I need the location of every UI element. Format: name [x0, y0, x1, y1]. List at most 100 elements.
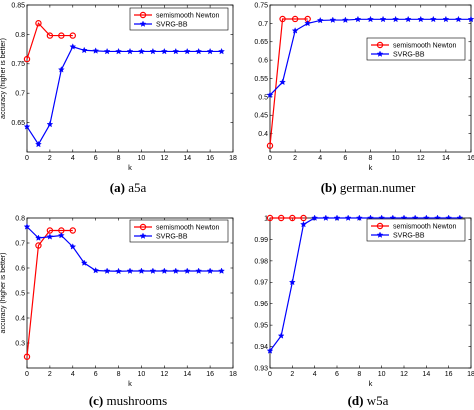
panel-a-xtick-label: 10: [138, 155, 146, 162]
panel-a: 0 2 4 6 8 10 12 14 16 18 0.65 0.7 0.75 0.8 0.85 k accura…: [0, 2, 237, 172]
panel-a-series-svrg-bb-point: [80, 46, 88, 54]
panel-d-series-semismooth-newton-point: [266, 214, 274, 222]
caption-c-name: mushrooms: [106, 393, 168, 408]
panel-b-xtick-label: 2: [293, 155, 297, 162]
panel-a-xtick-label: 6: [94, 155, 98, 162]
panel-d-series-svrg-bb-point: [355, 214, 363, 221]
panel-b-series-svrg-bb-point: [429, 15, 437, 23]
panel-c-legend-entry-svrg-bb-label: SVRG-BB: [156, 234, 188, 241]
panel-c-series-semismooth-newton-line: [26, 229, 73, 357]
panel-c-series-svrg-bb-point: [126, 267, 134, 274]
panel-a-series-semismooth-newton-point: [46, 32, 54, 39]
panel-a-series-semismooth-newton-point: [69, 32, 76, 39]
panel-b-series-svrg-bb-point: [329, 16, 337, 23]
panel-b-series-svrg-bb-point: [354, 15, 362, 23]
panel-d-xtick-label: 14: [422, 371, 430, 378]
panel-c-xtick-label: 4: [71, 371, 75, 378]
panel-c-xtick-label: 8: [117, 371, 121, 378]
panel-b-xtick-label: 12: [417, 155, 425, 162]
panel-d-series-svrg-bb-point: [322, 214, 330, 221]
caption-d-tag: (d): [347, 393, 364, 408]
panel-c-xtick-label: 16: [206, 371, 214, 378]
panel-c-xtick-label: 12: [160, 371, 168, 378]
panel-a-series-semismooth-newton-point: [35, 20, 42, 27]
panel-a-xtick-label: 12: [160, 155, 168, 162]
caption-a-tag: (a): [109, 180, 125, 195]
panel-c-legend-entry-semismooth-newton-marker: [139, 223, 147, 231]
panel-b-series-semismooth-newton-point: [291, 15, 299, 23]
panel-c-xtick-label: 10: [138, 371, 146, 378]
panel-d-series-svrg-bb-point: [266, 347, 274, 354]
panel-c-series-svrg-bb-point: [183, 267, 191, 274]
panel-c-legend-entry-svrg-bb-marker: [139, 232, 147, 239]
panel-a-series-semismooth-newton-line: [26, 22, 73, 60]
panel-a-series-svrg-bb-point: [23, 123, 31, 130]
panel-c-legend-box: [129, 219, 229, 243]
panel-c: 0 2 4 6 8 10 12 14 16 18 0.3 0.4 0.5 0.6 0.7 0.8 k accura…: [0, 215, 237, 388]
panel-a-xtick-label: 14: [183, 155, 191, 162]
panel-c-ytick-label: 0.6: [15, 265, 25, 272]
panel-d-series-svrg-bb-point: [333, 214, 341, 221]
panel-c-series-svrg-bb-point: [115, 267, 122, 275]
panel-a-series-svrg-bb-point: [57, 66, 65, 73]
panel-a-legend-entry-svrg-bb-label: SVRG-BB: [156, 22, 188, 29]
panel-a-series-svrg-bb-point: [195, 47, 203, 55]
panel-b-series-svrg-bb-point: [266, 91, 274, 98]
panel-c-series-svrg-bb-point: [195, 267, 203, 274]
panel-c-series-svrg-bb-point: [160, 267, 168, 274]
panel-c-xtick-label: 6: [94, 371, 98, 378]
panel-b-series-svrg-bb: [266, 15, 474, 98]
panel-c-xlabel: k: [128, 379, 132, 388]
panel-a-series-svrg-bb-point: [126, 47, 134, 55]
panel-a-series-svrg-bb-point: [92, 47, 100, 54]
panel-c-series-svrg-bb-point: [57, 231, 65, 239]
panel-d: 0 2 4 6 8 10 12 14 16 18 0.93 0.94 0.95 0.96 0.97 0.98 0…: [254, 214, 474, 388]
panel-d-series-semismooth-newton-point: [300, 214, 307, 222]
caption-c-tag: (c): [88, 393, 104, 408]
panel-b-legend-entry-semismooth-newton-label: semismooth Newton: [393, 43, 457, 50]
panel-a-series-svrg-bb-point: [172, 47, 180, 55]
panel-d-series-svrg-bb-point: [288, 278, 296, 286]
panel-c-series-svrg-bb-point: [69, 243, 77, 250]
panel-a-xtick-label: 16: [206, 155, 214, 162]
panel-c-series-semismooth-newton-point: [46, 227, 54, 234]
panel-c-series-svrg-bb-point: [92, 266, 100, 274]
panel-b-xtick-label: 0: [268, 155, 272, 162]
panel-b-xtick-label: 16: [467, 155, 474, 162]
panel-a-ytick-label: 0.8: [15, 32, 25, 39]
panel-b-ytick-label: 0.45: [254, 113, 268, 120]
panel-b-legend-entry-svrg-bb-label: SVRG-BB: [393, 52, 425, 59]
panel-a-series-semismooth-newton-point: [58, 32, 65, 39]
panel-d-series-svrg-bb-point: [311, 214, 319, 221]
panel-d-ytick-label: 0.99: [254, 237, 268, 244]
panel-c-series-svrg-bb-point: [172, 267, 180, 274]
panel-d-legend-entry-svrg-bb-label: SVRG-BB: [393, 233, 425, 240]
panel-d-xtick-label: 8: [357, 371, 361, 378]
panel-b-series-svrg-bb-point: [316, 16, 324, 24]
panel-b-xtick-label: 6: [343, 155, 347, 162]
panel-b-series-semismooth-newton-point: [266, 142, 274, 149]
panel-d-ytick-label: 0.93: [254, 365, 268, 372]
panel-c-xtick-label: 0: [25, 371, 29, 378]
panel-a-series-svrg-bb-point: [69, 43, 77, 50]
caption-c: (c) mushrooms: [89, 393, 167, 409]
panel-a-series-svrg-bb-point: [46, 120, 54, 128]
panel-b-legend: semismooth Newton SVRG-BB: [366, 37, 466, 61]
panel-a-legend: semismooth Newton SVRG-BB: [129, 7, 229, 31]
panel-b-series-svrg-bb-point: [442, 15, 450, 23]
panel-d-series-svrg-bb-point: [344, 214, 352, 221]
panel-d-ytick-label: 0.96: [254, 301, 268, 308]
panel-c-series-svrg-bb-point: [35, 234, 42, 241]
panel-b-series-svrg-bb-point: [291, 27, 299, 34]
panel-b-series-svrg-bb-point: [379, 15, 387, 23]
panel-c-series-semismooth-newton-point: [23, 353, 31, 360]
panel-b-series-svrg-bb-point: [417, 15, 425, 23]
caption-a: (a) a5a: [110, 180, 146, 196]
caption-d-name: w5a: [366, 393, 389, 408]
panel-b-ytick-label: 0.75: [254, 2, 268, 9]
panel-b-legend-box: [366, 37, 466, 61]
panel-c-legend-entry-semismooth-newton-label: semismooth Newton: [156, 225, 220, 232]
panel-c-series-svrg-bb-point: [206, 267, 214, 274]
panel-c-series-svrg-bb-point: [23, 223, 31, 230]
